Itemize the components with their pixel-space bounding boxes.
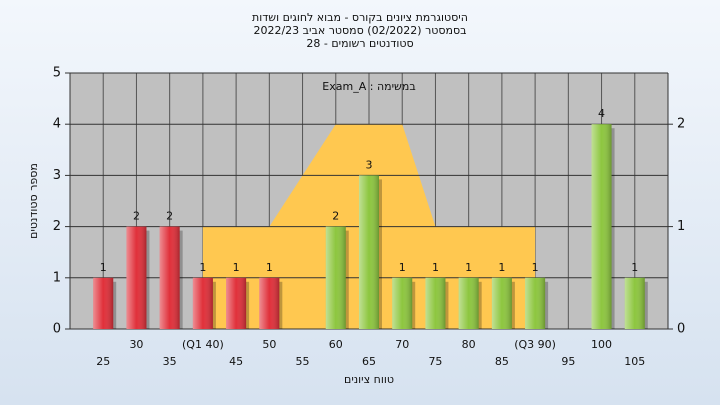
chart-title: היסטוגרמת ציונים בקורס - מבוא לחוגים ושד… xyxy=(252,11,468,24)
data-label: 1 xyxy=(233,261,240,274)
bar-shine xyxy=(458,277,479,329)
y-tick-label: 2 xyxy=(53,219,61,234)
x-tick-label: 95 xyxy=(561,355,575,368)
bar-shine xyxy=(591,124,612,329)
x-tick-label: 80 xyxy=(462,338,476,351)
x-tick-label: 25 xyxy=(96,355,110,368)
bar-shine xyxy=(325,226,346,329)
y-tick-label: 4 xyxy=(53,117,61,132)
data-label: 1 xyxy=(631,261,638,274)
bar-shine xyxy=(425,277,446,329)
x-tick-label: 55 xyxy=(296,355,310,368)
data-label: 1 xyxy=(498,261,505,274)
bar-shine xyxy=(525,277,546,329)
legend: Exam_A : במשימה xyxy=(322,80,415,93)
x-tick-label: 65 xyxy=(362,355,376,368)
y2-tick-label: 2 xyxy=(677,117,685,132)
x-tick-label: 45 xyxy=(229,355,243,368)
x-tick-label: 70 xyxy=(395,338,409,351)
y-tick-label: 0 xyxy=(53,322,61,337)
x-tick-label: 100 xyxy=(591,338,612,351)
chart-subtitle: סטודנטים רשומים - 28 xyxy=(306,37,413,50)
data-label: 1 xyxy=(399,261,406,274)
y-axis-label: מספר סטודנטים xyxy=(27,163,40,239)
data-label: 2 xyxy=(332,210,339,223)
x-tick-label: (Q1 40) xyxy=(182,338,224,351)
bar-shine xyxy=(159,226,180,329)
data-label: 1 xyxy=(432,261,439,274)
data-label: 1 xyxy=(199,261,206,274)
data-label: 1 xyxy=(266,261,273,274)
x-tick-label: 75 xyxy=(428,355,442,368)
data-label: 1 xyxy=(100,261,107,274)
bar-shine xyxy=(359,175,379,329)
data-label: 2 xyxy=(133,210,140,223)
x-tick-label: 35 xyxy=(163,355,177,368)
bar-shine xyxy=(392,277,413,329)
y-tick-label: 1 xyxy=(53,270,61,285)
y-tick-label: 5 xyxy=(53,66,61,81)
x-tick-label: 50 xyxy=(262,338,276,351)
x-tick-label: 30 xyxy=(129,338,143,351)
bar-shine xyxy=(624,277,645,329)
bar-shine xyxy=(259,277,280,329)
data-label: 3 xyxy=(366,158,373,171)
data-label: 1 xyxy=(532,261,539,274)
y2-tick-label: 0 xyxy=(677,322,685,337)
data-label: 4 xyxy=(598,107,605,120)
bar-shine xyxy=(93,277,114,329)
y2-tick-label: 1 xyxy=(677,219,685,234)
x-tick-label: 85 xyxy=(495,355,509,368)
bar-shine xyxy=(192,277,213,329)
x-tick-label: 105 xyxy=(624,355,645,368)
data-label: 2 xyxy=(166,210,173,223)
x-tick-label: 60 xyxy=(329,338,343,351)
data-label: 1 xyxy=(465,261,472,274)
x-axis-label: טווח ציונים xyxy=(344,373,394,386)
bar-shine xyxy=(126,226,147,329)
bar-shine xyxy=(226,277,247,329)
y-tick-label: 3 xyxy=(53,168,61,183)
bar-shine xyxy=(491,277,512,329)
chart-subtitle: בסמסטר (02/2022) סמסטר אביב 2022/23 xyxy=(253,24,466,37)
x-tick-label: (Q3 90) xyxy=(514,338,556,351)
